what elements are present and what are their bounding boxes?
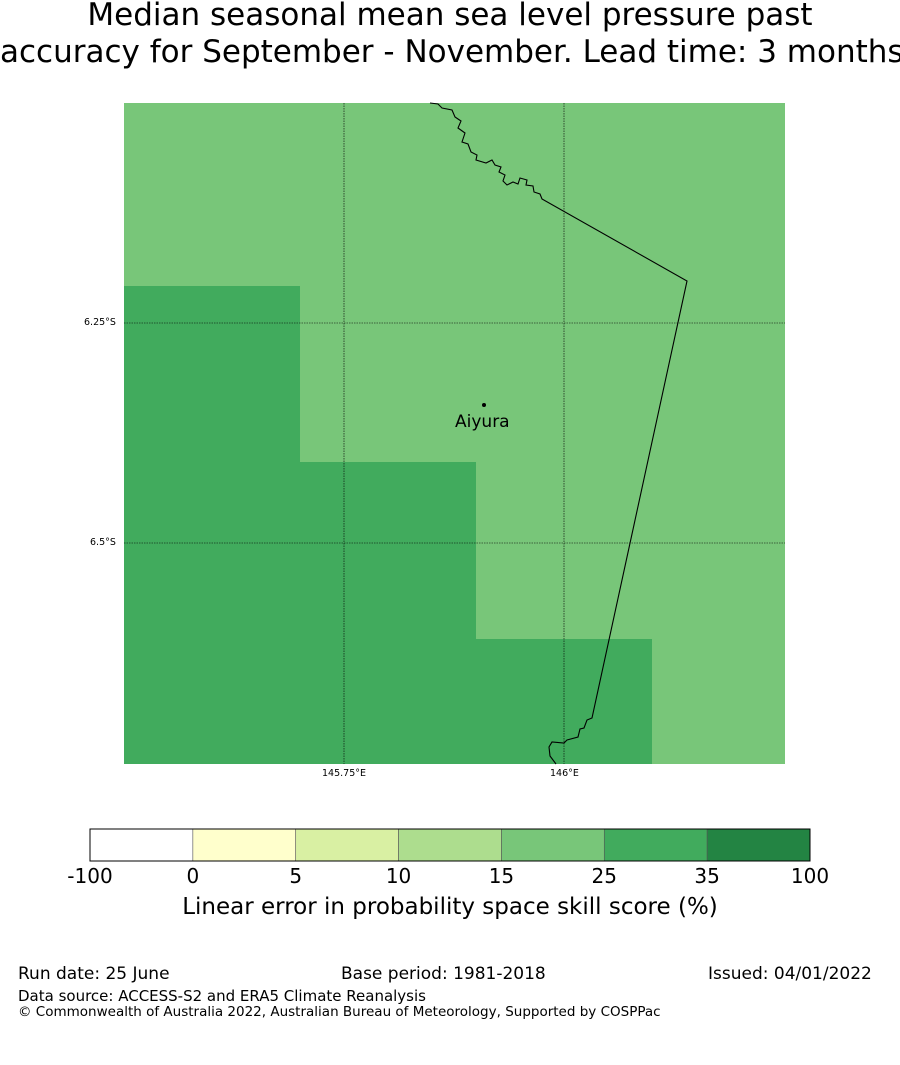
colorbar-tick-label: 15	[488, 864, 515, 888]
aiyura-marker	[482, 403, 486, 407]
colorbar-tick-label: 35	[694, 864, 720, 888]
run-date: Run date: 25 June	[18, 964, 170, 984]
map-title-line-2: accuracy for September - November. Lead …	[0, 34, 900, 70]
lat-label-6-5: 6.5°S	[90, 537, 116, 548]
data-source: Data source: ACCESS-S2 and ERA5 Climate …	[18, 987, 426, 1005]
issued-date: Issued: 04/01/2022	[708, 964, 872, 984]
colorbar-tick-label: 0	[186, 864, 200, 888]
colorbar-tick-label: 10	[385, 864, 412, 888]
colorbar-segment	[398, 828, 502, 862]
colorbar-tick-label: -100	[67, 864, 113, 888]
colorbar-tick-label: 5	[289, 864, 303, 888]
base-period: Base period: 1981-2018	[341, 964, 546, 984]
skill-region-25-35-west	[124, 286, 300, 764]
copyright: © Commonwealth of Australia 2022, Austra…	[18, 1004, 661, 1020]
province-boundary	[429, 102, 688, 765]
colorbar-segment	[295, 828, 399, 862]
map-title-line-1: Median seasonal mean sea level pressure …	[87, 0, 813, 33]
skill-region-25-35-central	[300, 462, 476, 764]
colorbar-segment	[89, 828, 194, 862]
map-panel	[124, 102, 785, 765]
colorbar-frame	[89, 828, 811, 862]
colorbar-segment	[706, 828, 811, 862]
colorbar-tick-label: 100	[790, 864, 830, 888]
colorbar-title: Linear error in probability space skill …	[182, 894, 718, 920]
colorbar-segment	[192, 828, 297, 862]
colorbar	[89, 828, 811, 862]
aiyura-label: Aiyura	[455, 412, 510, 432]
colorbar-segment	[501, 828, 605, 862]
lon-label-145-75: 145.75°E	[322, 768, 366, 779]
colorbar-segment	[603, 828, 708, 862]
colorbar-tick-label: 25	[591, 864, 618, 888]
lon-label-146: 146°E	[550, 768, 579, 779]
lat-label-6-25: 6.25°S	[84, 317, 116, 328]
